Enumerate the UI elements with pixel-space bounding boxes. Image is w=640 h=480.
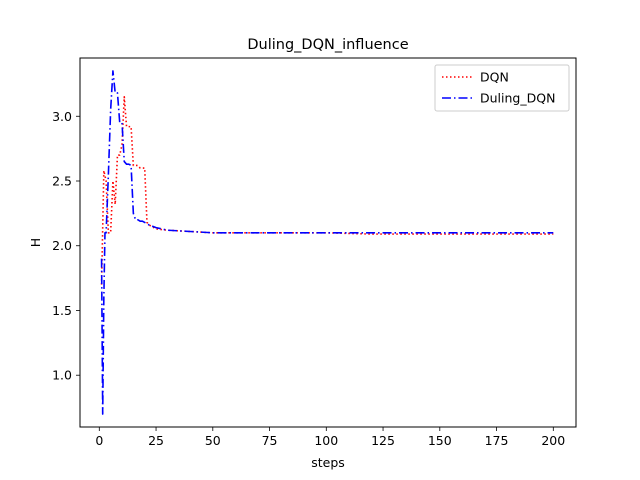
x-tick-label: 200 <box>541 433 565 448</box>
x-tick-label: 125 <box>371 433 395 448</box>
axes-frame <box>79 57 577 428</box>
x-tick-label: 175 <box>485 433 509 448</box>
chart-title: Duling_DQN_influence <box>247 37 408 53</box>
y-tick-label: 1.0 <box>52 368 72 383</box>
y-tick-label: 2.0 <box>52 238 72 253</box>
legend-entry: Duling_DQN <box>480 91 555 106</box>
x-tick-label: 75 <box>262 433 278 448</box>
y-axis-label: H <box>28 238 43 247</box>
legend: DQN Duling_DQN <box>434 64 570 112</box>
x-tick-label: 100 <box>314 433 338 448</box>
x-axis-label: steps <box>311 455 345 470</box>
legend-box <box>434 64 570 112</box>
series-line-1 <box>100 70 554 415</box>
x-tick-label: 50 <box>205 433 221 448</box>
legend-entry: DQN <box>480 70 509 85</box>
y-tick-label: 1.5 <box>52 303 72 318</box>
y-axis: 1.0 1.5 2.0 2.5 3.0 <box>52 109 80 383</box>
x-tick-label: 150 <box>428 433 452 448</box>
plot-lines <box>100 70 554 415</box>
x-axis: 0 25 50 75 100 125 150 175 200 <box>95 427 565 448</box>
y-tick-label: 2.5 <box>52 174 72 189</box>
x-tick-label: 25 <box>148 433 164 448</box>
y-tick-label: 3.0 <box>52 109 72 124</box>
x-tick-label: 0 <box>95 433 103 448</box>
